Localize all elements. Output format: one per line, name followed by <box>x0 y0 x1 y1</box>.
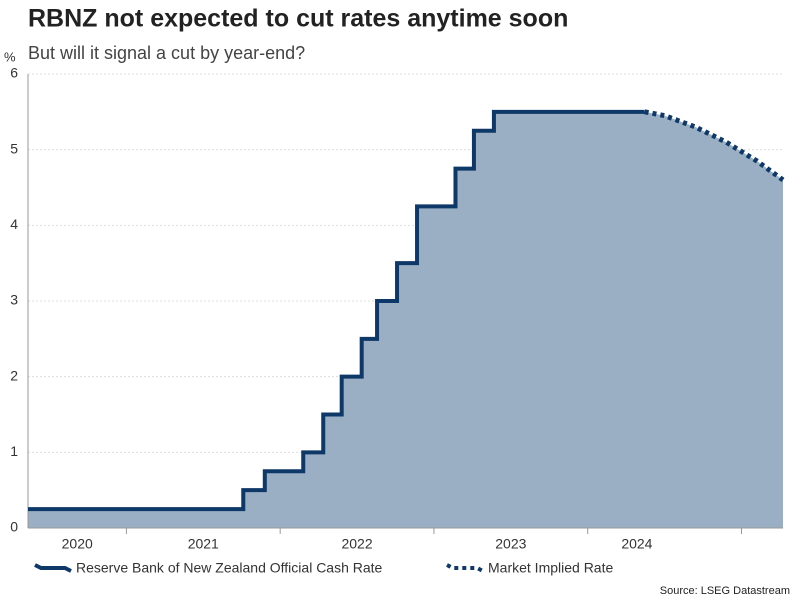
x-tick-label: 2023 <box>495 536 526 552</box>
series-line <box>644 109 785 182</box>
chart-title: RBNZ not expected to cut rates anytime s… <box>28 5 568 33</box>
legend-label: Market Implied Rate <box>488 560 613 576</box>
source: Source: LSEG Datastream <box>660 585 790 597</box>
series-line <box>28 109 645 512</box>
x-tick-label: 2021 <box>188 536 219 552</box>
area <box>28 111 783 528</box>
y-tick-label: 2 <box>10 367 18 383</box>
x-tick-label: 2024 <box>621 536 652 552</box>
legend-label: Reserve Bank of New Zealand Official Cas… <box>76 560 383 576</box>
y-tick-label: 5 <box>10 140 18 156</box>
chart-subtitle: But will it signal a cut by year-end? <box>28 43 305 63</box>
x-tick-label: 2020 <box>62 536 93 552</box>
legend-symbol <box>34 563 72 573</box>
y-tick-label: 4 <box>10 216 18 232</box>
legend-symbol <box>446 563 484 573</box>
y-unit: % <box>4 49 16 64</box>
y-tick-label: 3 <box>10 292 18 308</box>
y-tick-label: 1 <box>10 443 18 459</box>
x-tick-label: 2022 <box>341 536 372 552</box>
y-tick-label: 6 <box>10 65 18 81</box>
y-tick-label: 0 <box>10 519 18 535</box>
